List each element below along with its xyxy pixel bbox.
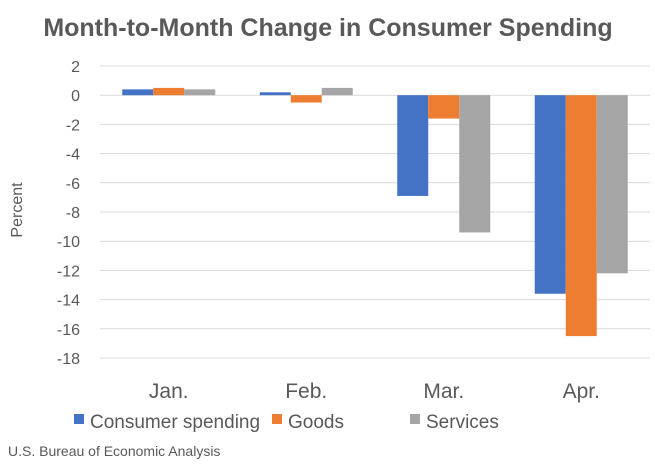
x-tick-label: Jan. [149, 380, 189, 403]
bar-consumer-spending-jan [122, 89, 154, 96]
bar-consumer-spending-feb [259, 92, 291, 96]
legend-label: Consumer spending [90, 412, 260, 433]
y-tick-label: -14 [57, 293, 80, 310]
bar-services-apr [596, 95, 628, 274]
y-tick-label: -4 [66, 147, 80, 164]
y-tick-label: 2 [71, 59, 80, 76]
bar-goods-apr [565, 95, 597, 337]
y-tick-label: -18 [57, 351, 80, 368]
y-tick-label: -12 [57, 263, 80, 280]
x-tick-label: Apr. [563, 380, 600, 403]
legend-swatch [272, 414, 282, 424]
bar-goods-jan [153, 87, 185, 96]
source-note: U.S. Bureau of Economic Analysis [8, 443, 220, 459]
y-tick-label: -6 [66, 176, 80, 193]
legend-item: Consumer spending [74, 412, 260, 433]
bar-services-feb [321, 87, 353, 96]
legend-item: Services [410, 412, 499, 433]
legend-label: Goods [288, 412, 344, 433]
y-tick-label: -2 [66, 117, 80, 134]
legend-item: Goods [272, 412, 344, 433]
legend-label: Services [426, 412, 499, 433]
legend-swatch [410, 414, 420, 424]
y-tick-label: 0 [71, 88, 80, 105]
y-axis-label: Percent [9, 182, 26, 238]
legend-swatch [74, 414, 84, 424]
bar-services-jan [184, 89, 216, 96]
bar-goods-feb [290, 95, 322, 103]
chart-title: Month-to-Month Change in Consumer Spendi… [43, 14, 612, 42]
bar-consumer-spending-apr [534, 95, 566, 294]
bar-consumer-spending-mar [397, 95, 429, 196]
x-tick-label: Mar. [423, 380, 464, 403]
bar-goods-mar [428, 95, 460, 119]
y-tick-label: -10 [57, 234, 80, 251]
y-tick-label: -16 [57, 322, 80, 339]
bar-services-mar [459, 95, 491, 233]
y-tick-label: -8 [66, 205, 80, 222]
x-tick-label: Feb. [285, 380, 327, 403]
